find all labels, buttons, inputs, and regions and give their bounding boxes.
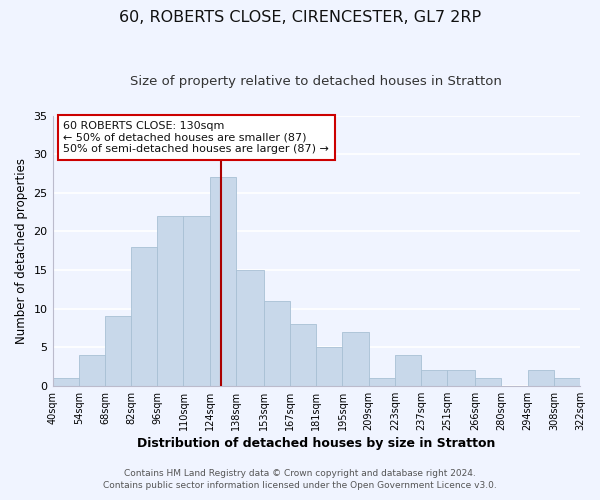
- Text: 60 ROBERTS CLOSE: 130sqm
← 50% of detached houses are smaller (87)
50% of semi-d: 60 ROBERTS CLOSE: 130sqm ← 50% of detach…: [63, 121, 329, 154]
- Bar: [131, 247, 157, 386]
- Bar: [157, 216, 184, 386]
- Bar: [447, 370, 475, 386]
- Bar: [236, 270, 264, 386]
- Bar: [554, 378, 580, 386]
- Bar: [264, 301, 290, 386]
- Bar: [79, 355, 105, 386]
- Bar: [290, 324, 316, 386]
- Title: Size of property relative to detached houses in Stratton: Size of property relative to detached ho…: [130, 75, 502, 88]
- Bar: [184, 216, 209, 386]
- Bar: [316, 347, 343, 386]
- Text: 60, ROBERTS CLOSE, CIRENCESTER, GL7 2RP: 60, ROBERTS CLOSE, CIRENCESTER, GL7 2RP: [119, 10, 481, 25]
- Bar: [395, 355, 421, 386]
- Bar: [475, 378, 502, 386]
- Bar: [105, 316, 131, 386]
- Bar: [368, 378, 395, 386]
- Bar: [343, 332, 368, 386]
- Text: Contains HM Land Registry data © Crown copyright and database right 2024.
Contai: Contains HM Land Registry data © Crown c…: [103, 468, 497, 490]
- Bar: [53, 378, 79, 386]
- Bar: [421, 370, 447, 386]
- X-axis label: Distribution of detached houses by size in Stratton: Distribution of detached houses by size …: [137, 437, 496, 450]
- Y-axis label: Number of detached properties: Number of detached properties: [15, 158, 28, 344]
- Bar: [209, 178, 236, 386]
- Bar: [527, 370, 554, 386]
